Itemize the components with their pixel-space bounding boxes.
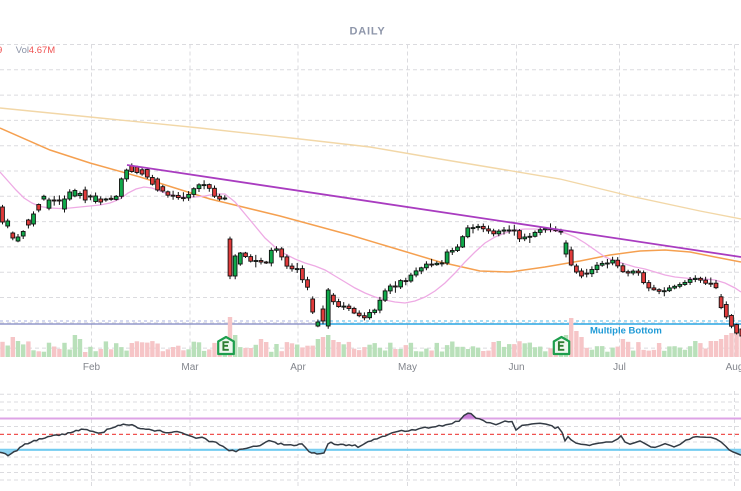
svg-text:4.67M: 4.67M	[29, 45, 55, 56]
svg-text:May: May	[398, 362, 417, 373]
svg-text:Vol: Vol	[16, 45, 29, 56]
svg-text:DAILY: DAILY	[350, 26, 386, 38]
svg-text:Multiple Bottom: Multiple Bottom	[590, 326, 662, 337]
svg-text:Jun: Jun	[508, 362, 524, 373]
svg-text:Jul: Jul	[613, 362, 626, 373]
svg-text:Apr: Apr	[290, 362, 306, 373]
svg-text:Aug: Aug	[726, 362, 741, 373]
svg-text:Mar: Mar	[181, 362, 199, 373]
svg-text:9: 9	[0, 45, 2, 56]
svg-text:Feb: Feb	[83, 362, 101, 373]
